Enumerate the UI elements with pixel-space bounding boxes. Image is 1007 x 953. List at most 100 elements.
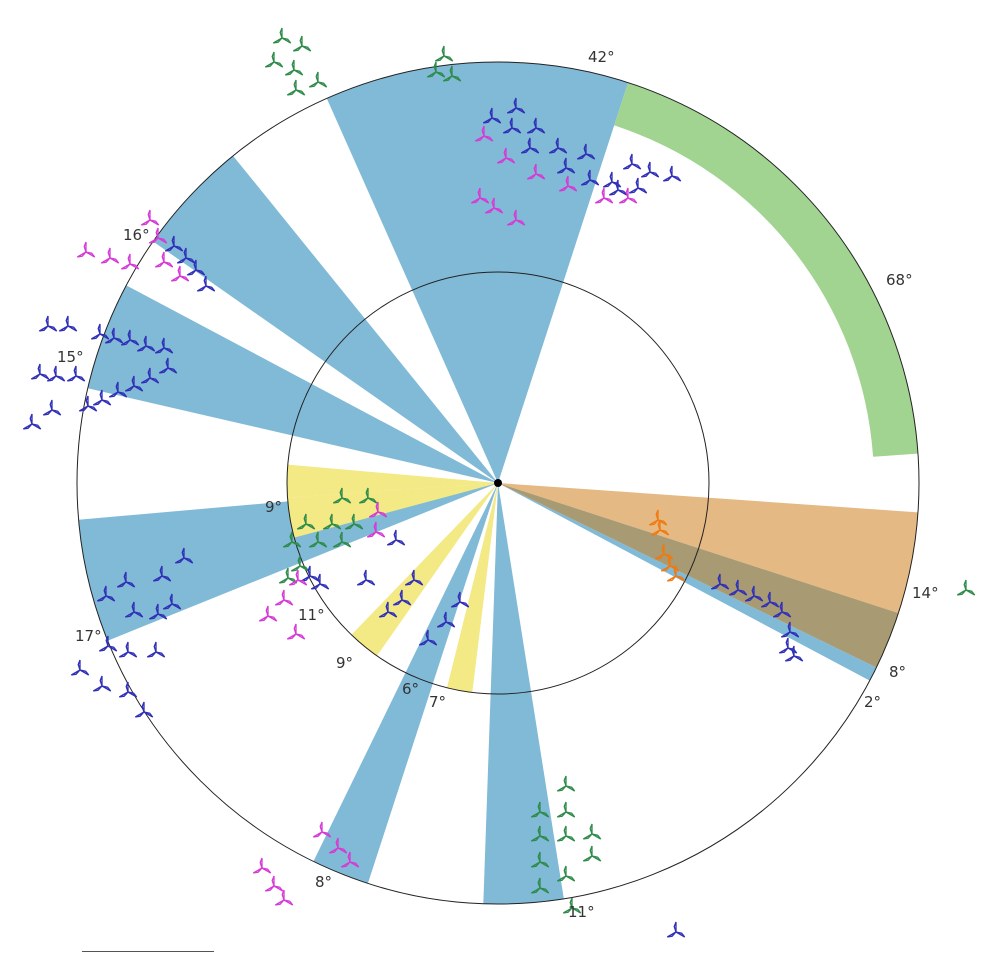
arc-label-68: 68° xyxy=(886,271,913,289)
tri-blade-turbine-icon xyxy=(618,187,638,204)
tri-blade-turbine-icon xyxy=(332,487,352,504)
tri-blade-turbine-icon xyxy=(356,569,376,586)
arc-label-8a: 8° xyxy=(315,873,332,891)
tri-blade-turbine-icon xyxy=(530,801,550,818)
tri-blade-turbine-icon xyxy=(628,177,648,194)
marker-layer xyxy=(22,27,976,938)
tri-blade-turbine-icon xyxy=(186,259,206,276)
tri-blade-turbine-icon xyxy=(46,365,66,382)
arc-label-15: 15° xyxy=(57,348,84,366)
tri-blade-turbine-icon xyxy=(120,253,140,270)
tri-blade-turbine-icon xyxy=(22,413,42,430)
tri-blade-turbine-icon xyxy=(264,51,284,68)
tri-blade-turbine-icon xyxy=(520,137,540,154)
tri-blade-turbine-icon xyxy=(140,367,160,384)
tri-blade-turbine-icon xyxy=(530,877,550,894)
tri-blade-turbine-icon xyxy=(654,543,674,560)
tri-blade-turbine-icon xyxy=(392,589,412,606)
tri-blade-turbine-icon xyxy=(120,329,140,346)
outer-ring xyxy=(76,61,920,905)
tri-blade-turbine-icon xyxy=(98,635,118,652)
tri-blade-turbine-icon xyxy=(650,519,670,536)
tri-blade-turbine-icon xyxy=(368,501,388,518)
tri-blade-turbine-icon xyxy=(562,897,582,914)
tri-blade-turbine-icon xyxy=(100,247,120,264)
tri-blade-turbine-icon xyxy=(772,601,792,618)
tri-blade-turbine-icon xyxy=(322,513,342,530)
arc-label-9b: 9° xyxy=(336,654,353,672)
tri-blade-turbine-icon xyxy=(728,579,748,596)
tri-blade-turbine-icon xyxy=(426,61,446,78)
tri-blade-turbine-icon xyxy=(760,591,780,608)
tri-blade-turbine-icon xyxy=(648,509,668,526)
arc-label-17: 17° xyxy=(75,627,102,645)
wedge-8a xyxy=(313,483,498,884)
tri-blade-turbine-icon xyxy=(90,323,110,340)
tri-blade-turbine-icon xyxy=(264,875,284,892)
tri-blade-turbine-icon xyxy=(436,611,456,628)
tri-blade-turbine-icon xyxy=(274,889,294,906)
tri-blade-turbine-icon xyxy=(174,547,194,564)
tri-blade-turbine-icon xyxy=(358,487,378,504)
tri-blade-turbine-icon xyxy=(38,315,58,332)
tri-blade-turbine-icon xyxy=(666,565,686,582)
tri-blade-turbine-icon xyxy=(558,175,578,192)
tri-blade-turbine-icon xyxy=(154,251,174,268)
tri-blade-turbine-icon xyxy=(404,569,424,586)
tri-blade-turbine-icon xyxy=(78,395,98,412)
tri-blade-turbine-icon xyxy=(196,275,216,292)
tri-blade-turbine-icon xyxy=(662,165,682,182)
tri-blade-turbine-icon xyxy=(70,659,90,676)
tri-blade-turbine-icon xyxy=(526,163,546,180)
center-point xyxy=(494,479,502,487)
tri-blade-turbine-icon xyxy=(148,603,168,620)
tri-blade-turbine-icon xyxy=(42,399,62,416)
tri-blade-turbine-icon xyxy=(292,35,312,52)
tri-blade-turbine-icon xyxy=(378,601,398,618)
arc-label-11b: 11° xyxy=(568,903,595,921)
tri-blade-turbine-icon xyxy=(296,513,316,530)
arc-label-14: 14° xyxy=(912,584,939,602)
tri-blade-turbine-icon xyxy=(116,571,136,588)
tri-blade-turbine-icon xyxy=(92,675,112,692)
wedge-2 xyxy=(498,483,877,681)
tri-blade-turbine-icon xyxy=(506,209,526,226)
tri-blade-turbine-icon xyxy=(442,65,462,82)
tri-blade-turbine-icon xyxy=(310,573,330,590)
tri-blade-turbine-icon xyxy=(418,629,438,646)
tri-blade-turbine-icon xyxy=(66,365,86,382)
arc-label-8b: 8° xyxy=(889,663,906,681)
tri-blade-turbine-icon xyxy=(366,521,386,538)
tri-blade-turbine-icon xyxy=(582,845,602,862)
tri-blade-turbine-icon xyxy=(104,327,124,344)
tri-blade-turbine-icon xyxy=(140,209,160,226)
tri-blade-turbine-icon xyxy=(548,137,568,154)
wedge-14 xyxy=(498,483,918,614)
tri-blade-turbine-icon xyxy=(328,837,348,854)
tri-blade-turbine-icon xyxy=(556,865,576,882)
tri-blade-turbine-icon xyxy=(530,825,550,842)
tri-blade-turbine-icon xyxy=(640,161,660,178)
wedge-16 xyxy=(153,155,498,484)
tri-blade-turbine-icon xyxy=(124,601,144,618)
tri-blade-turbine-icon xyxy=(556,825,576,842)
tri-blade-turbine-icon xyxy=(124,375,144,392)
tri-blade-turbine-icon xyxy=(272,27,292,44)
tri-blade-turbine-icon xyxy=(96,585,116,602)
tri-blade-turbine-icon xyxy=(332,531,352,548)
tri-blade-turbine-icon xyxy=(286,623,306,640)
tri-blade-turbine-icon xyxy=(308,71,328,88)
tri-blade-turbine-icon xyxy=(780,621,800,638)
tri-blade-turbine-icon xyxy=(450,591,470,608)
tri-blade-turbine-icon xyxy=(784,645,804,662)
tri-blade-turbine-icon xyxy=(108,381,128,398)
arc-label-6: 6° xyxy=(402,680,419,698)
tri-blade-turbine-icon xyxy=(288,569,308,586)
tri-blade-turbine-icon xyxy=(158,357,178,374)
tri-blade-turbine-icon xyxy=(666,921,686,938)
wedge-7 xyxy=(446,483,498,693)
tri-blade-turbine-icon xyxy=(286,79,306,96)
wedge-11 xyxy=(483,483,564,904)
tri-blade-turbine-icon xyxy=(470,187,490,204)
inner-ring xyxy=(286,271,710,695)
